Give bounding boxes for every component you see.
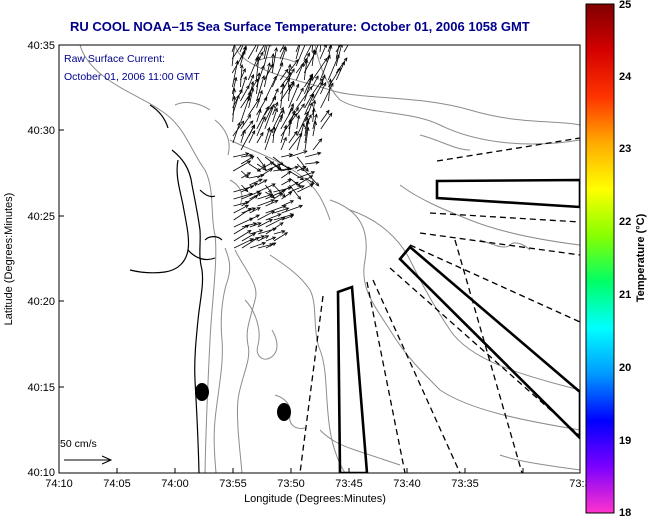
colorbar-tick: 18 bbox=[619, 507, 631, 518]
current-note-line1: Raw Surface Current: bbox=[64, 53, 165, 65]
x-tick-label: 74:10 bbox=[45, 478, 73, 490]
map-layers bbox=[79, 45, 580, 473]
y-axis-tick-labels: 40:35 40:30 40:25 40:20 40:15 40:10 bbox=[27, 40, 55, 479]
sampling-corridors bbox=[336, 178, 580, 473]
x-tick-label: 74:05 bbox=[103, 478, 131, 490]
colorbar-tick: 23 bbox=[619, 143, 631, 155]
colorbar-tick-labels: 25 24 23 22 21 20 19 18 bbox=[619, 0, 632, 518]
current-note-line2: October 01, 2006 11:00 GMT bbox=[64, 71, 200, 83]
colorbar-tick: 22 bbox=[619, 216, 631, 228]
x-tick-label: 73:50 bbox=[277, 478, 305, 490]
colorbar-label: Temperature (°C) bbox=[635, 213, 647, 302]
surface-current-vectors bbox=[231, 45, 349, 249]
x-tick-label: 73:45 bbox=[335, 478, 363, 490]
colorbar-tick: 19 bbox=[619, 435, 631, 447]
scale-arrow-head bbox=[101, 455, 113, 465]
x-tick-label: 74:00 bbox=[161, 478, 189, 490]
velocity-scale: 50 cm/s bbox=[60, 438, 113, 465]
y-tick-label: 40:30 bbox=[27, 125, 55, 137]
plot-background bbox=[59, 45, 580, 473]
y-axis-label: Latitude (Degrees:Minutes) bbox=[3, 193, 15, 326]
map-title: RU COOL NOAA–15 Sea Surface Temperature:… bbox=[70, 19, 530, 34]
x-tick-label: 73:3 bbox=[569, 478, 590, 490]
plot-area: 74:10 74:05 74:00 73:55 73:50 73:45 73:4… bbox=[3, 40, 591, 505]
scale-label: 50 cm/s bbox=[60, 438, 97, 450]
station-marker-east bbox=[277, 403, 291, 421]
tick-marks bbox=[58, 44, 524, 474]
y-tick-label: 40:10 bbox=[27, 467, 55, 479]
y-tick-label: 40:15 bbox=[27, 382, 55, 394]
coastline bbox=[129, 104, 223, 473]
x-tick-label: 73:40 bbox=[393, 478, 421, 490]
station-marker-west bbox=[195, 383, 209, 401]
x-tick-label: 73:35 bbox=[451, 478, 479, 490]
colorbar-tick: 21 bbox=[619, 289, 631, 301]
x-axis-label: Longitude (Degrees:Minutes) bbox=[244, 493, 386, 505]
x-axis-tick-labels: 74:10 74:05 74:00 73:55 73:50 73:45 73:4… bbox=[45, 478, 590, 490]
y-tick-label: 40:20 bbox=[27, 296, 55, 308]
colorbar: 25 24 23 22 21 20 19 18 Temperature (°C) bbox=[585, 0, 647, 518]
colorbar-tick: 25 bbox=[619, 0, 631, 11]
y-tick-label: 40:25 bbox=[27, 211, 55, 223]
colorbar-scale bbox=[585, 3, 615, 514]
colorbar-tick: 20 bbox=[619, 362, 631, 374]
x-tick-label: 73:55 bbox=[219, 478, 247, 490]
plot-frame bbox=[58, 44, 581, 474]
y-tick-label: 40:35 bbox=[27, 40, 55, 52]
colorbar-tick: 24 bbox=[619, 71, 632, 83]
